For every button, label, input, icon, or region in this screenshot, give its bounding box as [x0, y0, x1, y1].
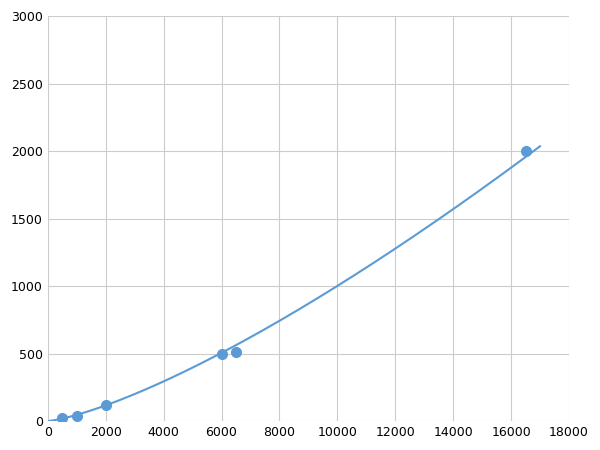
Point [521, 148, 530, 155]
Point [58, 415, 67, 422]
Point [72, 412, 82, 419]
Point [231, 349, 241, 356]
Point [101, 401, 110, 409]
Point [217, 350, 226, 357]
